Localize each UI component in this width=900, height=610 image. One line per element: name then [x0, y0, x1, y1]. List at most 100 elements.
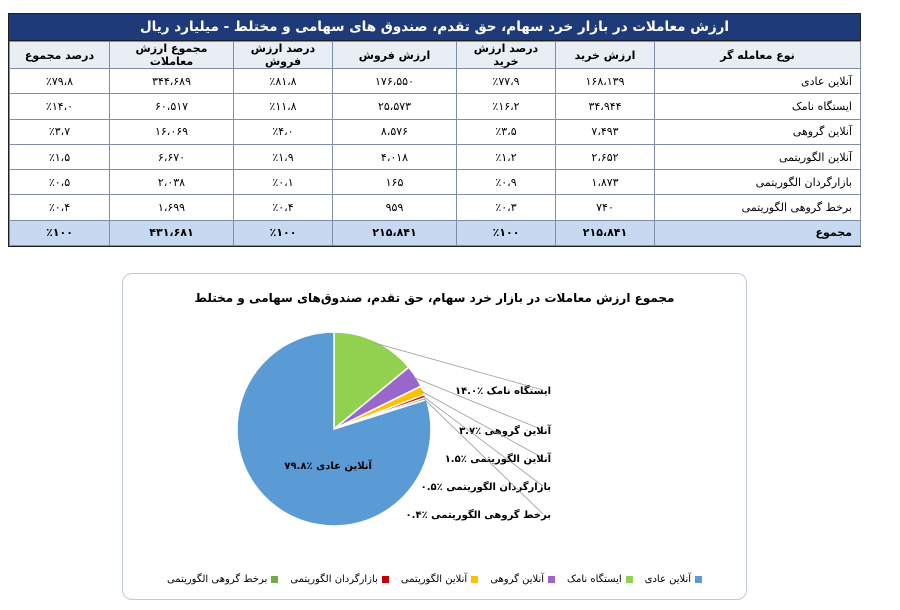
cell-trader-type: آنلاین الگوریتمی — [654, 143, 861, 171]
total-trade-value: ۴۳۱،۶۸۱ — [109, 219, 234, 247]
cell-sell-percent: ٪۰،۴ — [233, 194, 333, 221]
table-row: برخط گروهی الگوریتمی ۷۴۰ ٪۰،۳ ۹۵۹ ٪۰،۴ ۱… — [9, 194, 861, 221]
leader-line — [423, 396, 544, 487]
cell-trader-type: آنلاین عادی — [654, 67, 861, 95]
legend-label: آنلاین عادی — [644, 574, 692, 585]
cell-buy-percent: ٪۳،۵ — [456, 118, 556, 145]
slice-label: بازارگردان الگوریتمی ٪۰.۵ — [421, 480, 551, 493]
header-trader-type: نوع معامله گر — [654, 41, 861, 69]
legend-swatch — [471, 575, 479, 583]
cell-buy-value: ۷۴۰ — [555, 194, 655, 221]
cell-sell-percent: ٪۱۱،۸ — [233, 93, 333, 120]
header-total-value: مجموع ارزش معاملات — [109, 41, 234, 69]
cell-total-value: ۶،۶۷۰ — [109, 143, 234, 171]
slice-label: آنلاین الگوریتمی ٪۱.۵ — [445, 452, 552, 465]
legend-item: آنلاین گروهی — [490, 574, 556, 585]
table-row: آنلاین الگوریتمی ۲،۶۵۲ ٪۱،۲ ۴،۰۱۸ ٪۱،۹ ۶… — [9, 143, 861, 171]
legend-swatch — [625, 575, 633, 583]
leader-line — [374, 342, 544, 391]
cell-sell-percent: ٪۰،۱ — [233, 169, 333, 196]
cell-buy-value: ۱،۸۷۳ — [555, 169, 655, 196]
legend-swatch — [271, 575, 279, 583]
slice-label: ایستگاه نامک ٪۱۴.۰ — [455, 384, 551, 397]
header-total-percent: درصد مجموع — [9, 41, 110, 69]
pie-chart: ایستگاه نامک ٪۱۴.۰ آنلاین گروهی ٪۳.۷ آنلای… — [236, 331, 552, 527]
legend-item: آنلاین الگوریتمی — [400, 574, 479, 585]
cell-sell-percent: ٪۱،۹ — [233, 143, 333, 171]
cell-total-percent: ٪۱،۵ — [9, 143, 110, 171]
legend-swatch — [695, 575, 703, 583]
cell-buy-percent: ٪۱،۲ — [456, 143, 556, 171]
cell-sell-percent: ٪۴،۰ — [233, 118, 333, 145]
total-sell-value: ۲۱۵،۸۴۱ — [332, 219, 457, 247]
total-label: مجموع — [654, 219, 861, 247]
cell-total-percent: ٪۰،۵ — [9, 169, 110, 196]
cell-buy-value: ۲،۶۵۲ — [555, 143, 655, 171]
leader-line — [413, 377, 544, 431]
slice-label: آنلاین گروهی ٪۳.۷ — [459, 424, 551, 437]
legend-item: ایستگاه نامک — [567, 574, 633, 585]
cell-trader-type: ایستگاه نامک — [654, 93, 861, 120]
cell-buy-value: ۷،۴۹۳ — [555, 118, 655, 145]
cell-sell-value: ۲۵،۵۷۳ — [332, 93, 457, 120]
table-row: آنلاین گروهی ۷،۴۹۳ ٪۳،۵ ۸،۵۷۶ ٪۴،۰ ۱۶،۰۶… — [9, 118, 861, 145]
table-row: آنلاین عادی ۱۶۸،۱۳۹ ٪۷۷،۹ ۱۷۶،۵۵۰ ٪۸۱،۸ … — [9, 67, 861, 95]
total-trade-percent: ٪۱۰۰ — [9, 219, 110, 247]
pie-chart-panel: مجموع ارزش معاملات در بازار خرد سهام، حق… — [122, 273, 747, 600]
cell-sell-value: ۴،۰۱۸ — [332, 143, 457, 171]
legend-item: بازارگردان الگوریتمی — [290, 574, 389, 585]
header-buy-value: ارزش خرید — [555, 41, 655, 69]
cell-trader-type: برخط گروهی الگوریتمی — [654, 194, 861, 221]
slice-label: برخط گروهی الگوریتمی ٪۰.۴ — [406, 508, 551, 521]
cell-buy-percent: ٪۱۶،۲ — [456, 93, 556, 120]
cell-trader-type: آنلاین گروهی — [654, 118, 861, 145]
legend-label: آنلاین الگوریتمی — [400, 574, 468, 585]
cell-trader-type: بازارگردان الگوریتمی — [654, 169, 861, 196]
header-sell-value: ارزش فروش — [332, 41, 457, 69]
table-title: ارزش معاملات در بازار خرد سهام، حق تقدم،… — [9, 14, 860, 41]
cell-sell-value: ۱۷۶،۵۵۰ — [332, 67, 457, 95]
cell-buy-percent: ٪۷۷،۹ — [456, 67, 556, 95]
cell-total-value: ۳۴۴،۶۸۹ — [109, 67, 234, 95]
cell-buy-percent: ٪۰،۳ — [456, 194, 556, 221]
cell-sell-value: ۹۵۹ — [332, 194, 457, 221]
pie-slice — [236, 331, 432, 527]
cell-sell-percent: ٪۸۱،۸ — [233, 67, 333, 95]
table-row: بازارگردان الگوریتمی ۱،۸۷۳ ٪۰،۹ ۱۶۵ ٪۰،۱… — [9, 169, 861, 196]
legend-label: بازارگردان الگوریتمی — [290, 574, 378, 585]
header-buy-percent: درصد ارزش خرید — [456, 41, 556, 69]
leader-line — [421, 390, 544, 459]
header-row: نوع معامله گر ارزش خرید درصد ارزش خرید ا… — [9, 41, 861, 69]
cell-sell-value: ۸،۵۷۶ — [332, 118, 457, 145]
slice-label: آنلاین عادی ٪۷۹.۸ — [284, 459, 372, 472]
legend-label: ایستگاه نامک — [567, 574, 622, 585]
cell-total-percent: ٪۱۴،۰ — [9, 93, 110, 120]
cell-total-value: ۲،۰۳۸ — [109, 169, 234, 196]
cell-sell-value: ۱۶۵ — [332, 169, 457, 196]
total-buy-value: ۲۱۵،۸۴۱ — [555, 219, 655, 247]
header-sell-percent: درصد ارزش فروش — [233, 41, 333, 69]
trades-grid: نوع معامله گر ارزش خرید درصد ارزش خرید ا… — [9, 41, 861, 247]
cell-total-percent: ٪۷۹،۸ — [9, 67, 110, 95]
legend-item: برخط گروهی الگوریتمی — [166, 574, 279, 585]
legend-label: برخط گروهی الگوریتمی — [166, 574, 268, 585]
cell-total-value: ۶۰،۵۱۷ — [109, 93, 234, 120]
chart-legend: آنلاین عادی ایستگاه نامک آنلاین گروهی آنلای… — [123, 574, 746, 585]
cell-total-percent: ٪۰،۴ — [9, 194, 110, 221]
trades-table: ارزش معاملات در بازار خرد سهام، حق تقدم،… — [8, 13, 861, 248]
legend-label: آنلاین گروهی — [490, 574, 545, 585]
total-buy-percent: ٪۱۰۰ — [456, 219, 556, 247]
legend-item: آنلاین عادی — [644, 574, 703, 585]
pie-slice — [333, 331, 410, 431]
chart-title: مجموع ارزش معاملات در بازار خرد سهام، حق… — [194, 291, 675, 305]
total-row: مجموع ۲۱۵،۸۴۱ ٪۱۰۰ ۲۱۵،۸۴۱ ٪۱۰۰ ۴۳۱،۶۸۱ … — [9, 219, 861, 247]
table-row: ایستگاه نامک ۳۴،۹۴۴ ٪۱۶،۲ ۲۵،۵۷۳ ٪۱۱،۸ ۶… — [9, 93, 861, 120]
cell-buy-value: ۱۶۸،۱۳۹ — [555, 67, 655, 95]
leader-line — [424, 398, 544, 515]
legend-swatch — [381, 575, 389, 583]
cell-buy-value: ۳۴،۹۴۴ — [555, 93, 655, 120]
cell-total-value: ۱،۶۹۹ — [109, 194, 234, 221]
cell-buy-percent: ٪۰،۹ — [456, 169, 556, 196]
total-sell-percent: ٪۱۰۰ — [233, 219, 333, 247]
legend-swatch — [548, 575, 556, 583]
